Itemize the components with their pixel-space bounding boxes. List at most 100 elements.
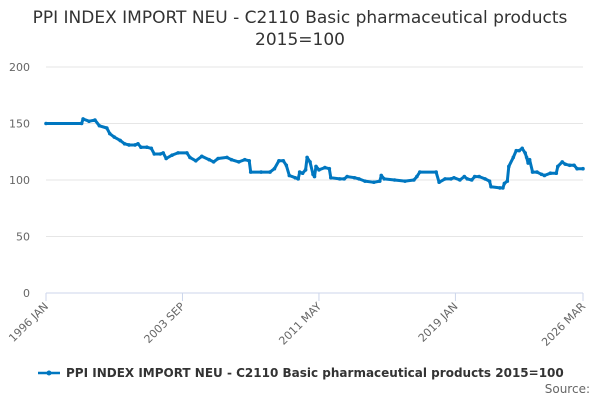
data-point (81, 117, 85, 121)
data-point (300, 171, 305, 176)
data-point (403, 179, 407, 183)
data-point (483, 177, 487, 181)
data-point (248, 170, 253, 174)
data-point (418, 170, 422, 174)
data-point (327, 166, 332, 171)
data-point (452, 175, 456, 180)
data-point (554, 171, 559, 176)
data-point (507, 164, 511, 169)
data-point (127, 143, 131, 147)
data-point (352, 175, 357, 180)
data-point (118, 138, 122, 143)
data-point (242, 157, 247, 162)
data-point (345, 174, 349, 179)
data-point (305, 155, 309, 160)
data-point (477, 174, 481, 179)
x-tick-label: 2019 JAN (416, 300, 461, 345)
data-point (272, 166, 277, 171)
data-point (337, 177, 342, 181)
data-point (133, 143, 137, 147)
data-point (523, 151, 527, 155)
data-point (97, 123, 102, 128)
data-point (323, 165, 327, 170)
data-point (575, 166, 579, 171)
data-point (572, 163, 576, 168)
data-point (526, 161, 530, 165)
data-point (581, 166, 585, 171)
data-point (268, 170, 272, 174)
data-point (542, 173, 547, 178)
data-point (539, 172, 544, 177)
legend-item[interactable]: PPI INDEX IMPORT NEU - C2110 Basic pharm… (38, 366, 564, 380)
data-point (237, 160, 241, 164)
data-point (281, 158, 286, 163)
x-tick-label: 2011 MAY (276, 300, 324, 348)
data-point (567, 163, 572, 168)
data-point (296, 177, 300, 181)
data-point (145, 145, 149, 150)
legend-label: PPI INDEX IMPORT NEU - C2110 Basic pharm… (66, 366, 564, 380)
data-point (415, 174, 419, 179)
y-tick-label: 100 (9, 174, 30, 187)
data-point (563, 162, 567, 166)
source-label: Source: (544, 382, 590, 396)
data-point (458, 178, 462, 182)
data-point (149, 146, 154, 151)
data-point (501, 186, 505, 190)
data-point (112, 135, 117, 139)
data-point (247, 158, 252, 163)
data-point (79, 121, 84, 126)
data-point (498, 186, 502, 190)
data-point (462, 174, 467, 179)
data-point (308, 160, 312, 164)
data-point (517, 148, 522, 153)
data-point (505, 179, 510, 183)
data-point (449, 177, 453, 181)
data-point (139, 145, 143, 150)
data-point (44, 121, 48, 126)
legend-line-icon (38, 370, 60, 376)
data-point (379, 173, 384, 178)
data-point (87, 119, 91, 124)
data-point (434, 170, 438, 174)
data-point (487, 179, 492, 183)
data-point (382, 177, 387, 181)
data-point (535, 170, 539, 174)
data-point (524, 155, 529, 160)
data-point (514, 148, 519, 153)
data-point (188, 155, 192, 160)
x-tick-label: 1996 JAN (6, 300, 51, 345)
data-point (372, 180, 376, 185)
data-point (93, 118, 97, 122)
data-point (502, 181, 507, 186)
data-point (158, 152, 163, 156)
data-point (229, 157, 234, 162)
data-point (199, 154, 204, 159)
data-point (211, 160, 216, 164)
data-point (527, 157, 532, 162)
data-point (472, 174, 477, 179)
data-point (277, 158, 281, 163)
data-point (437, 180, 441, 185)
data-point (105, 126, 109, 130)
data-point (161, 151, 165, 155)
data-point (225, 155, 229, 160)
data-point (412, 178, 416, 182)
chart-title: PPI INDEX IMPORT NEU - C2110 Basic pharm… (32, 8, 568, 50)
data-point (443, 177, 447, 181)
data-point (317, 168, 321, 172)
data-point (152, 152, 157, 156)
data-point (122, 142, 127, 146)
x-tick-label: 2003 SEP (142, 300, 188, 346)
data-point (194, 158, 198, 163)
data-point (176, 151, 180, 155)
data-point (216, 156, 220, 161)
data-point (465, 177, 470, 181)
data-point (136, 142, 140, 146)
data-point (342, 177, 346, 181)
data-point (489, 184, 493, 189)
data-point (185, 151, 189, 155)
data-point (312, 174, 317, 179)
